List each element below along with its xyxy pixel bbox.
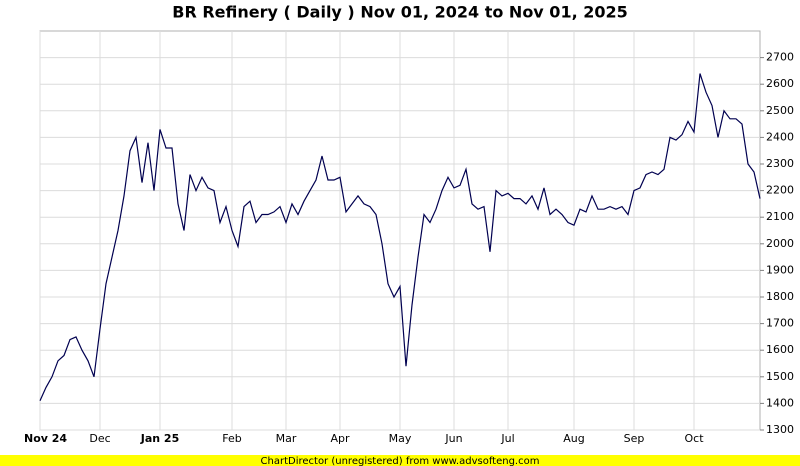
y-tick-label: 2400	[766, 130, 794, 143]
x-tick-label: Mar	[276, 432, 297, 445]
y-tick-label: 2300	[766, 157, 794, 170]
x-tick-label: Oct	[684, 432, 704, 445]
x-tick-label: Nov 24	[24, 432, 67, 445]
y-tick-label: 1600	[766, 343, 794, 356]
x-tick-label: Jul	[500, 432, 514, 445]
chart-title: BR Refinery ( Daily ) Nov 01, 2024 to No…	[172, 3, 628, 22]
x-tick-label: Feb	[222, 432, 241, 445]
y-tick-label: 1500	[766, 370, 794, 383]
x-tick-label: Aug	[563, 432, 584, 445]
footer-bar	[0, 455, 800, 466]
x-tick-label: Dec	[89, 432, 110, 445]
y-tick-label: 2500	[766, 104, 794, 117]
y-tick-label: 1700	[766, 317, 794, 330]
y-tick-label: 1400	[766, 396, 794, 409]
x-tick-label: Apr	[330, 432, 350, 445]
price-line	[39, 73, 761, 401]
y-tick-label: 2200	[766, 184, 794, 197]
x-tick-label: Jun	[444, 432, 462, 445]
y-tick-label: 1300	[766, 423, 794, 436]
footer: ChartDirector (unregistered) from www.ad…	[261, 456, 540, 466]
y-tick-label: 2600	[766, 77, 794, 90]
y-tick-label: 1800	[766, 290, 794, 303]
y-tick-label: 2700	[766, 51, 794, 64]
y-tick-label: 2100	[766, 210, 794, 223]
y-tick-label: 1900	[766, 263, 794, 276]
x-tick-label: Jan 25	[140, 432, 179, 445]
x-tick-label: Sep	[624, 432, 645, 445]
x-tick-label: May	[389, 432, 412, 445]
y-tick-label: 2000	[766, 237, 794, 250]
